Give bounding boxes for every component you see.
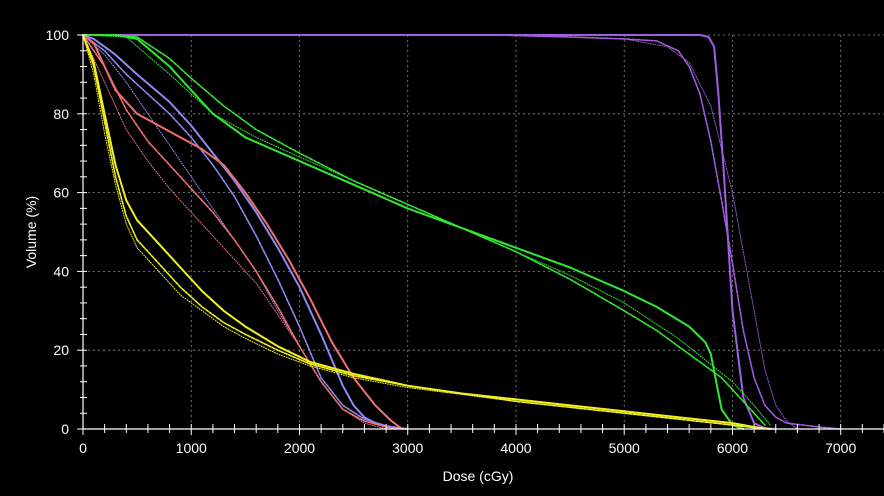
x-tick-label: 4000	[500, 440, 531, 456]
series-group	[82, 34, 842, 430]
y-tick-label: 0	[61, 421, 69, 437]
series-line-12	[82, 34, 387, 430]
x-tick-label: 2000	[284, 440, 315, 456]
y-axis-title: Volume (%)	[23, 196, 39, 268]
x-tick-label: 1000	[176, 440, 207, 456]
series-line-15	[82, 34, 766, 430]
y-tick-label: 80	[53, 106, 69, 122]
series-line-7	[82, 34, 409, 430]
x-tick-label: 7000	[825, 440, 856, 456]
series-line-3	[82, 34, 798, 430]
axes: 0 1000 2000 3000 4000 5000 6000 7000 0 20 40 60 80 10…	[46, 27, 884, 456]
y-tick-label: 60	[53, 185, 69, 201]
series-line-1	[82, 34, 777, 430]
series-line-13	[82, 34, 772, 430]
x-tick-label: 0	[79, 440, 87, 456]
x-tick-label: 5000	[609, 440, 640, 456]
y-tick-label: 20	[53, 342, 69, 358]
series-line-11	[82, 34, 398, 430]
y-tick-label: 40	[53, 263, 69, 279]
x-axis-title: Dose (cGy)	[443, 468, 514, 484]
x-tick-label: 6000	[717, 440, 748, 456]
series-line-8	[82, 34, 409, 430]
y-tick-label: 100	[46, 27, 70, 43]
series-line-4	[82, 34, 745, 430]
series-line-6	[82, 34, 771, 426]
x-tick-label: 3000	[392, 440, 423, 456]
